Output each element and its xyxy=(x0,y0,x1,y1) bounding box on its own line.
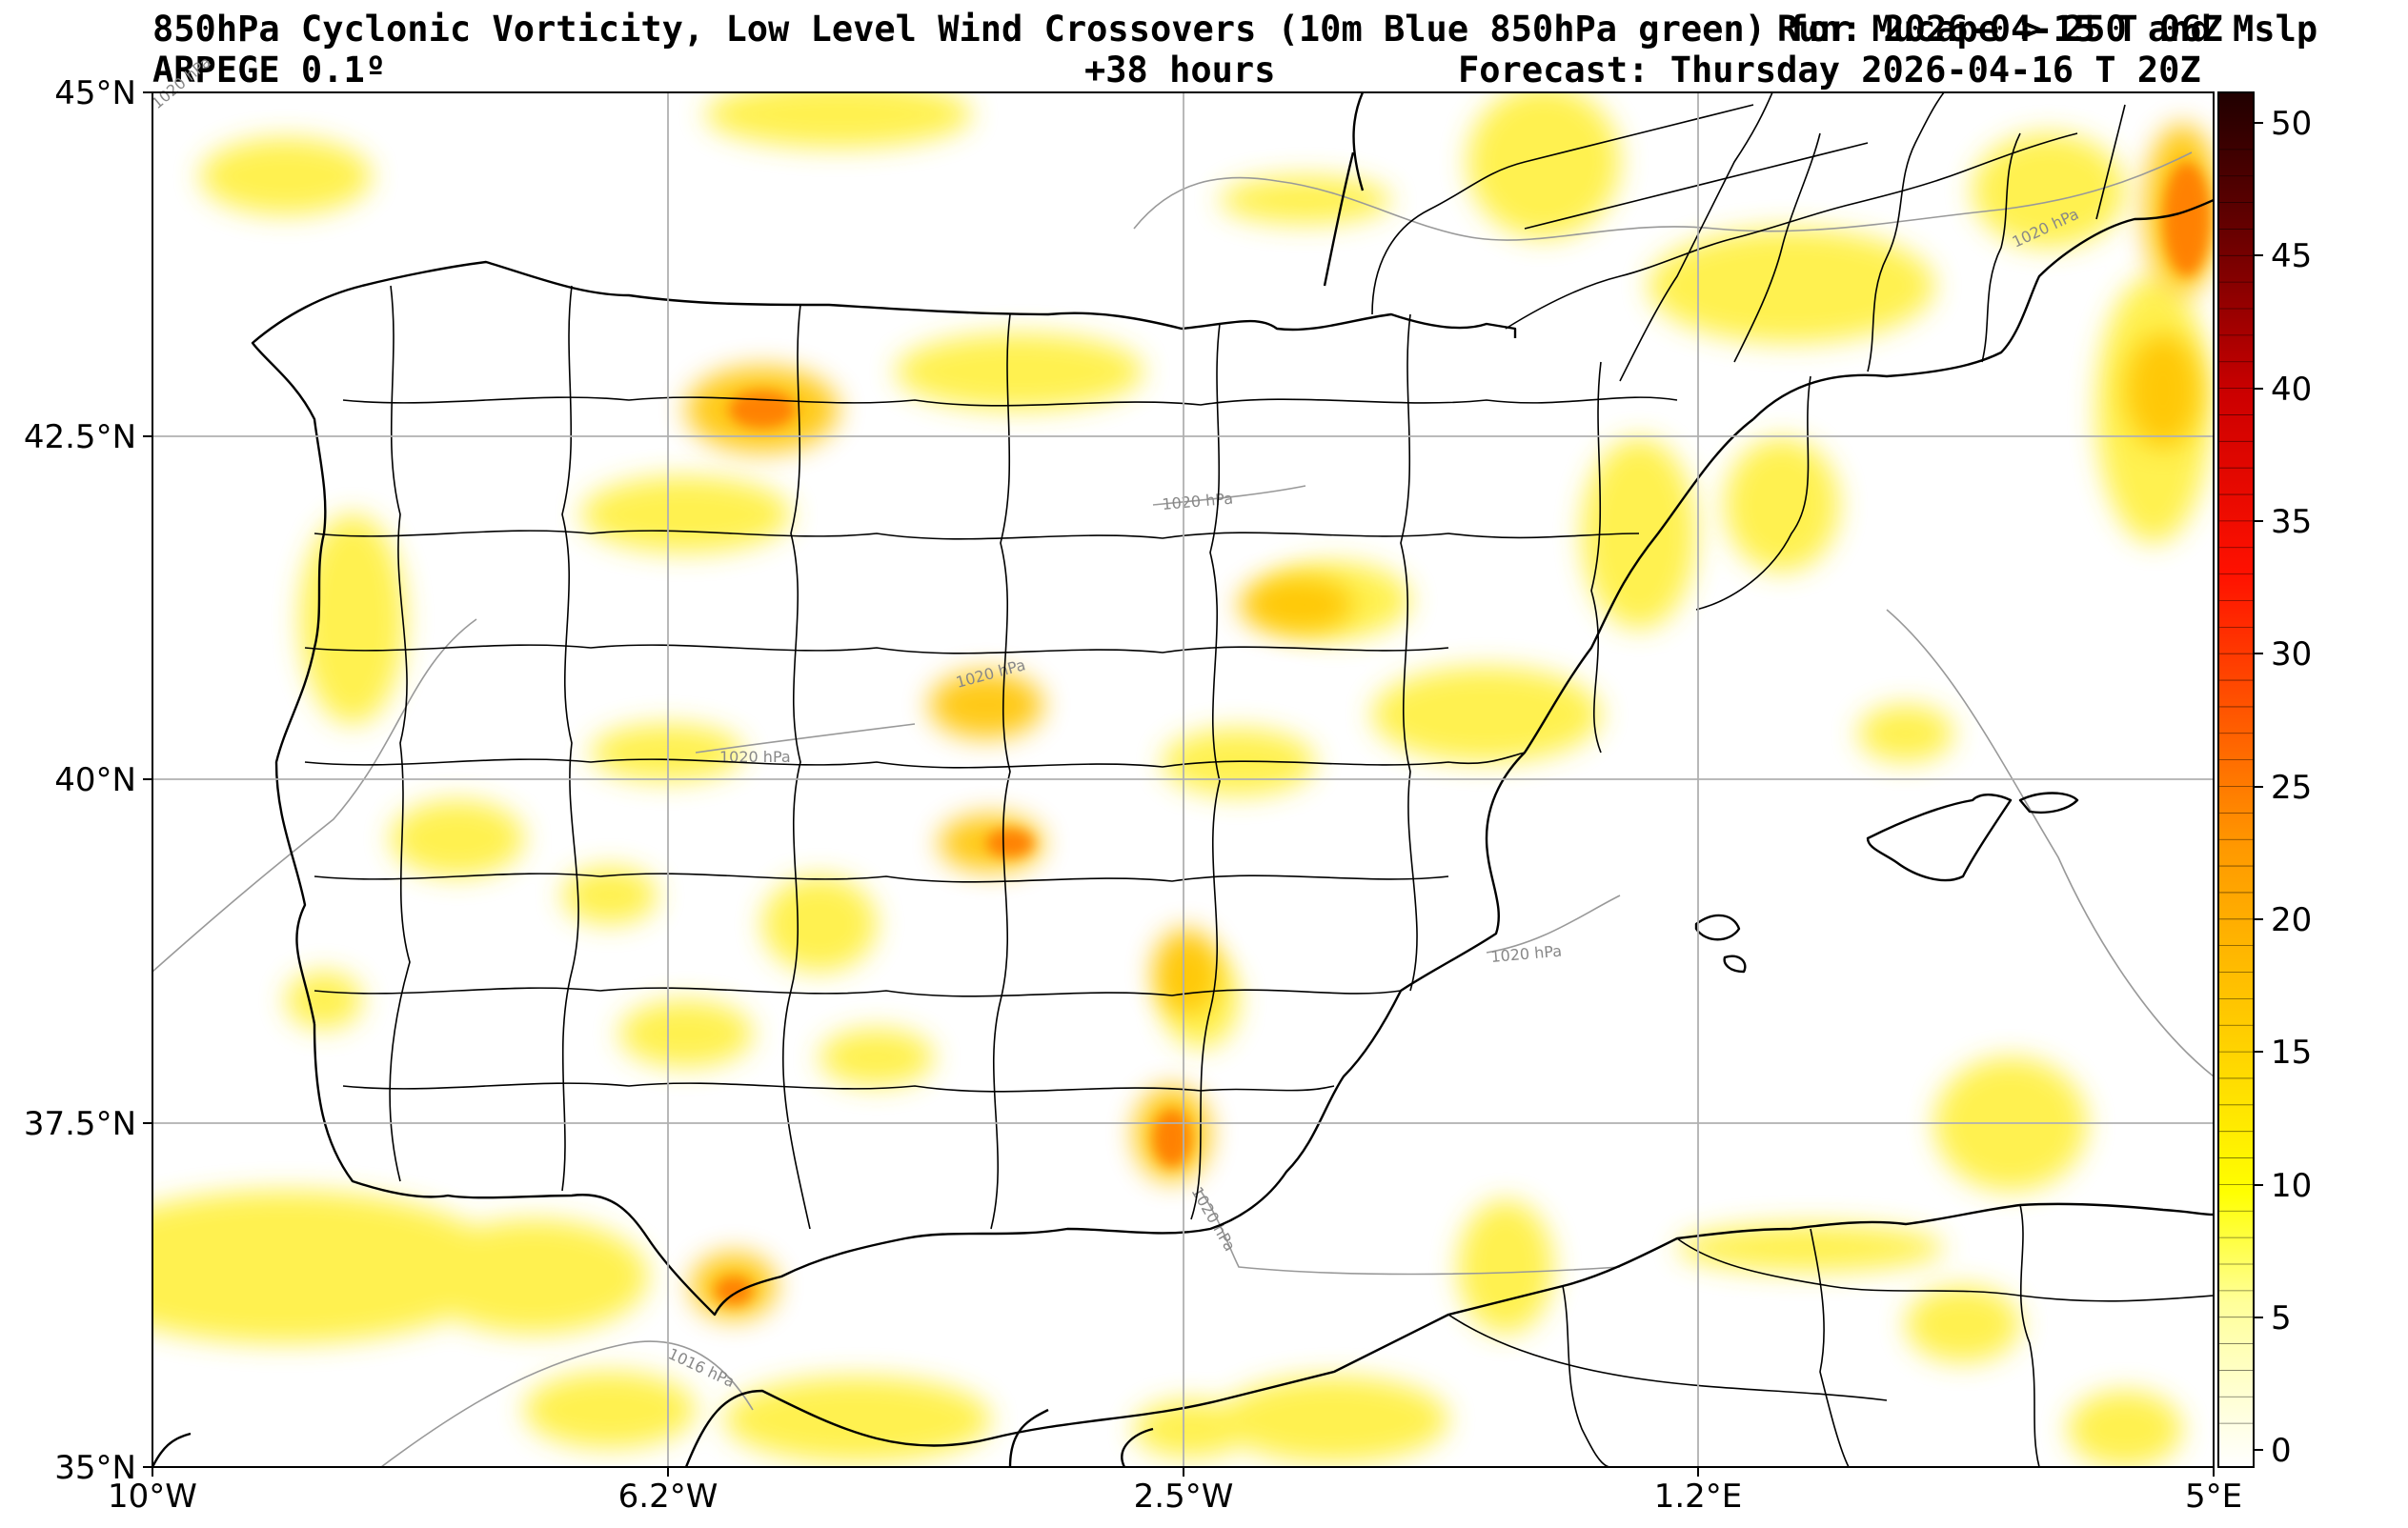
x-tick-label: 5°E xyxy=(2185,1478,2242,1516)
y-tick-label: 35°N xyxy=(54,1449,136,1487)
y-tick-label: 37.5°N xyxy=(24,1105,136,1143)
x-tick-label: 2.5°W xyxy=(1134,1478,1234,1516)
y-tick-label: 45°N xyxy=(54,74,136,112)
colorbar: 50 45 40 35 30 25 20 15 10 5 0 xyxy=(2217,91,2312,1470)
model-name: ARPEGE 0.1º xyxy=(152,50,387,90)
colorbar-level-lines xyxy=(2218,149,2254,1424)
svg-text:1020 hPa: 1020 hPa xyxy=(719,748,791,766)
x-axis-labels: 10°W 6.2°W 2.5°W 1.2°E 5°E xyxy=(108,1478,2242,1516)
x-tick-label: 6.2°W xyxy=(618,1478,718,1516)
isobars xyxy=(152,151,2214,1467)
colorbar-ticks xyxy=(2254,122,2263,1451)
x-tick-label: 10°W xyxy=(108,1478,197,1516)
colorbar-tick-label: 0 xyxy=(2271,1432,2292,1470)
colorbar-tick-label: 30 xyxy=(2271,635,2312,674)
run-time-label: Run: 2026-04-15 T 06Z xyxy=(1777,9,2223,50)
admin-borders xyxy=(304,92,2214,1467)
colorbar-tick-label: 50 xyxy=(2271,105,2312,143)
colorbar-tick-label: 25 xyxy=(2271,769,2312,807)
colorbar-gradient xyxy=(2218,92,2254,1467)
colorbar-tick-label: 40 xyxy=(2271,371,2312,409)
y-axis-labels: 45°N 42.5°N 40°N 37.5°N 35°N xyxy=(24,74,136,1487)
graticule xyxy=(152,92,2214,1467)
colorbar-tick-label: 45 xyxy=(2271,237,2312,275)
axis-ticks xyxy=(143,91,2215,1477)
vorticity-field xyxy=(152,92,2214,1467)
coastlines xyxy=(152,92,2214,1467)
colorbar-tick-label: 5 xyxy=(2271,1299,2292,1337)
colorbar-tick-label: 10 xyxy=(2271,1167,2312,1205)
forecast-hour: +38 hours xyxy=(1084,50,1276,90)
colorbar-frame xyxy=(2217,91,2255,1468)
y-tick-label: 40°N xyxy=(54,761,136,799)
y-tick-label: 42.5°N xyxy=(24,418,136,456)
chart-title-line1: 850hPa Cyclonic Vorticity, Low Level Win… xyxy=(152,9,2318,50)
x-tick-label: 1.2°E xyxy=(1654,1478,1743,1516)
colorbar-tick-label: 20 xyxy=(2271,901,2312,939)
colorbar-tick-label: 15 xyxy=(2271,1034,2312,1072)
forecast-valid-time: Forecast: Thursday 2026-04-16 T 20Z xyxy=(1458,50,2201,90)
colorbar-tick-label: 35 xyxy=(2271,503,2312,541)
